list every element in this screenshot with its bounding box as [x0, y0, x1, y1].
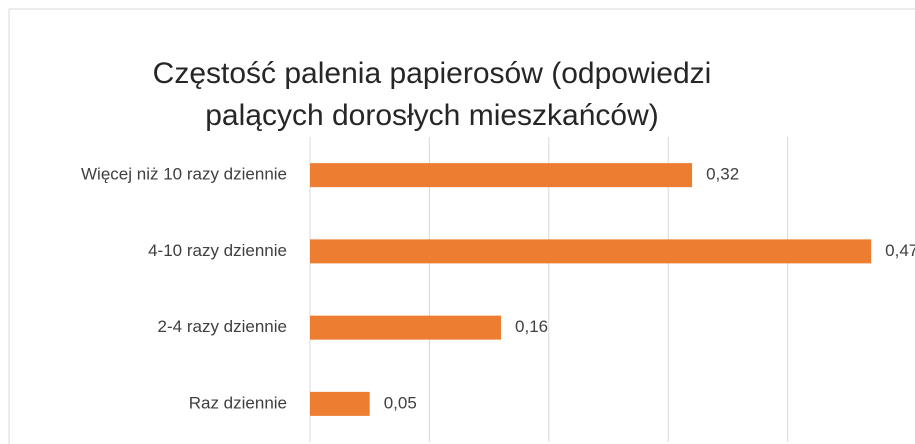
bar	[310, 391, 370, 416]
y-tick-label: Więcej niż 10 razy dziennie	[81, 165, 287, 184]
y-tick-label: 2-4 razy dziennie	[158, 317, 287, 336]
y-tick-label: Raz dziennie	[189, 393, 287, 412]
data-label: 0,16	[515, 317, 548, 336]
bar	[310, 315, 502, 340]
bar	[310, 163, 693, 188]
bar	[310, 239, 872, 264]
data-label: 0,32	[706, 165, 739, 184]
y-tick-label: 4-10 razy dziennie	[148, 241, 287, 260]
data-label: 0,05	[384, 393, 417, 412]
data-label: 0,47	[885, 241, 915, 260]
chart-title: palących dorosłych mieszkańców)	[205, 99, 659, 132]
chart-frame	[8, 8, 915, 444]
chart-title: Częstość palenia papierosów (odpowiedzi	[153, 57, 712, 90]
